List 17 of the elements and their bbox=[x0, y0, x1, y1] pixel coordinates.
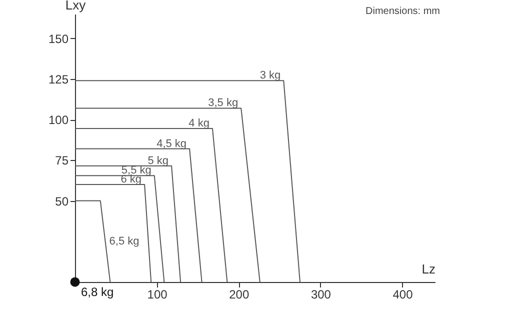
x-tick-label: 400 bbox=[392, 288, 414, 302]
x-axis-title: Lz bbox=[422, 262, 436, 276]
series-label: 3,5 kg bbox=[208, 97, 238, 110]
series-label: 5,5 kg bbox=[121, 164, 152, 177]
y-tick-label: 150 bbox=[48, 32, 69, 46]
y-tick-label: 75 bbox=[55, 154, 69, 168]
series-label: 6,8 kg bbox=[81, 285, 114, 299]
x-tick-label: 300 bbox=[310, 288, 332, 302]
annotation: Dimensions: mm bbox=[366, 6, 440, 17]
y-tick-label: 50 bbox=[55, 194, 69, 208]
x-tick-label: 200 bbox=[229, 288, 250, 302]
series-label: 3 kg bbox=[260, 70, 281, 82]
y-tick-label: 125 bbox=[48, 72, 69, 86]
y-tick-label: 100 bbox=[48, 113, 69, 128]
series-label: 6,5 kg bbox=[109, 235, 140, 248]
x-tick-label: 100 bbox=[147, 288, 168, 302]
y-axis-title: Lxy bbox=[65, 0, 86, 12]
